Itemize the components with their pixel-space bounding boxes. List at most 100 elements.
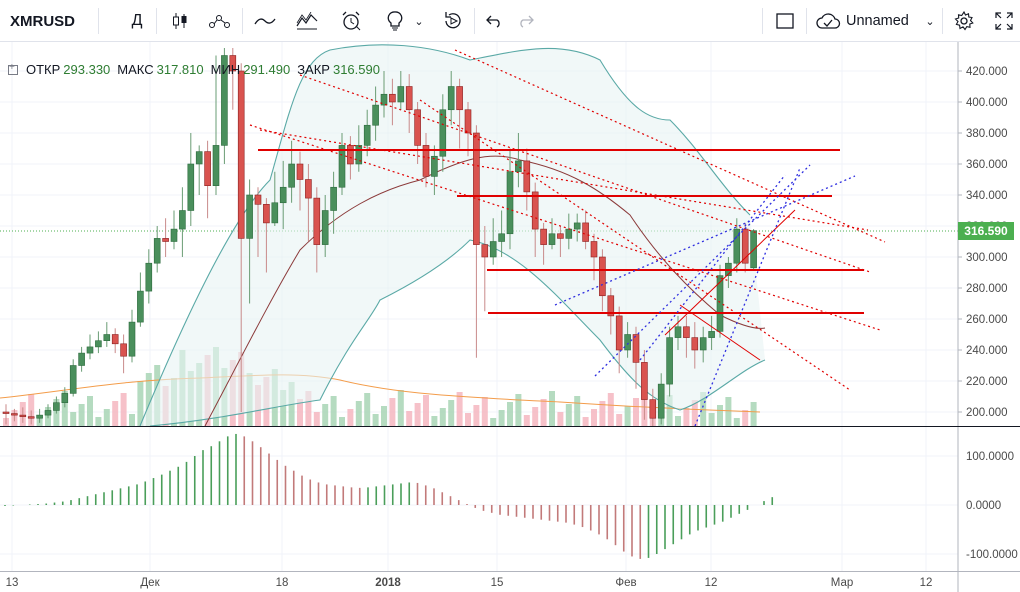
price-tick-label: 400.000 (966, 97, 1008, 109)
toolbar-divider (474, 8, 475, 34)
volume-bar (717, 405, 723, 426)
replay-icon[interactable] (438, 0, 468, 42)
volume-bar (473, 405, 480, 426)
candle-down (481, 244, 489, 258)
macd-tick-label: 100.0000 (966, 451, 1014, 463)
legend-low-value: 291.490 (243, 62, 291, 77)
candle-down (204, 151, 211, 187)
bollinger-band-fill (140, 44, 765, 426)
dotted-trend-line (419, 99, 851, 391)
volume-bar (120, 393, 127, 426)
candle-down (347, 145, 354, 165)
candle-up (498, 233, 505, 242)
candle-down (120, 343, 127, 357)
candle-down (649, 399, 657, 419)
solid-trend-line (664, 209, 796, 336)
candles-chart-type-icon[interactable] (165, 0, 195, 42)
candle-up (128, 321, 136, 357)
candle-up (195, 151, 203, 165)
candle-down (229, 55, 237, 72)
toolbar-divider (156, 8, 157, 34)
legend-open-label: ОТКР (26, 62, 61, 77)
candle-up (439, 109, 447, 157)
last-price-badge: 316.590 (958, 222, 1014, 240)
volume-bar (582, 417, 589, 426)
dotted-trend-line (299, 74, 871, 273)
interval-button[interactable]: Д (131, 12, 143, 29)
price-tick-label: 380.000 (966, 128, 1008, 140)
candle-up (321, 210, 329, 245)
volume-bar (439, 408, 446, 426)
candle-down (615, 315, 623, 351)
volume-bar (112, 401, 119, 426)
candle-up (565, 228, 573, 239)
redo-icon[interactable] (514, 0, 538, 42)
candle-down (607, 295, 615, 317)
candle-up (355, 145, 363, 165)
ideas-chevron-down-icon[interactable]: ⌄ (414, 15, 424, 28)
volume-bar (414, 403, 421, 426)
volume-bar (381, 406, 387, 426)
candle-down (389, 93, 396, 103)
candle-down (305, 179, 312, 199)
undo-icon[interactable] (482, 0, 506, 42)
candle-up (397, 86, 405, 103)
blue-dotted-trend-line (694, 167, 801, 427)
cloud-save-icon[interactable] (812, 0, 844, 42)
candle-down (296, 163, 304, 180)
candle-up (674, 326, 682, 338)
candle-down (531, 191, 539, 230)
volume-bar (599, 401, 606, 426)
price-tick-label: 200.000 (966, 407, 1008, 419)
line-drawing-icon[interactable] (250, 0, 280, 42)
volume-bar (532, 407, 539, 426)
dotted-trend-line (454, 49, 886, 243)
volume-bar (750, 402, 757, 426)
volume-bar (700, 392, 707, 426)
fullscreen-square-icon[interactable] (770, 0, 800, 42)
volume-moving-average (0, 374, 761, 413)
legend-collapse-icon[interactable] (8, 62, 18, 75)
settings-gear-icon[interactable] (950, 0, 978, 42)
candle-up (137, 290, 144, 323)
legend-close-label: ЗАКР (297, 62, 330, 77)
candle-down (414, 109, 421, 146)
candle-down (557, 233, 564, 239)
candle-up (271, 202, 279, 224)
layout-name-label[interactable]: Unnamed (846, 13, 909, 29)
volume-bar (607, 393, 614, 426)
candle-up (187, 163, 195, 211)
volume-bar (481, 397, 488, 426)
ideas-lightbulb-icon[interactable] (380, 0, 410, 42)
volume-bar (448, 400, 455, 426)
alert-clock-icon[interactable] (336, 0, 366, 42)
volume-bar (137, 381, 144, 426)
volume-bar (683, 408, 690, 426)
candle-up (36, 414, 43, 419)
volume-bar (330, 396, 337, 426)
candle-down (599, 256, 606, 297)
candle-up (624, 334, 631, 351)
pattern-drawing-icon[interactable] (292, 0, 322, 42)
macd-histogram (4, 433, 774, 559)
volume-bar (87, 396, 93, 426)
indicators-icon[interactable] (203, 0, 237, 42)
macd-tick-label: -100.0000 (966, 549, 1018, 561)
fullscreen-expand-icon[interactable] (990, 0, 1018, 42)
candle-up (61, 393, 69, 403)
toolbar-divider (242, 8, 243, 34)
bollinger-lower-band (149, 239, 766, 427)
layout-chevron-down-icon[interactable]: ⌄ (925, 15, 935, 28)
candle-up (447, 86, 455, 111)
time-tick-label: 12 (920, 577, 933, 589)
volume-bar (540, 399, 547, 426)
candle-up (145, 262, 153, 292)
candle-up (95, 340, 102, 348)
ohlc-legend: ОТКР 293.330 МАКС 317.810 МИН 291.490 ЗА… (8, 62, 380, 77)
blue-dotted-trend-line (594, 164, 811, 377)
price-tick-label: 340.000 (966, 190, 1008, 202)
price-chart[interactable]: 420.000400.000380.000360.000340.000320.0… (0, 42, 1020, 592)
candle-up (733, 228, 741, 264)
candle-up (380, 93, 388, 106)
symbol-search-button[interactable]: XMRUSD (10, 12, 76, 30)
